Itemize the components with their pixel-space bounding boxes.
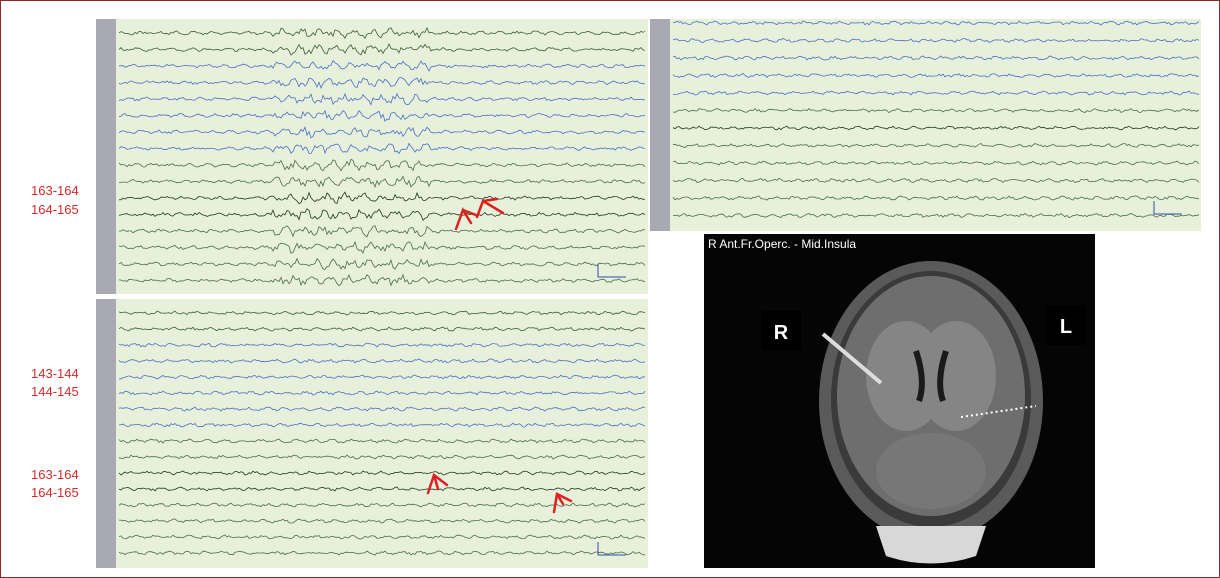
eeg-trace [118,109,646,122]
brain-hemisphere [916,321,996,431]
channel-column [650,19,670,231]
eeg-trace [118,454,646,460]
eeg-trace [118,550,646,556]
eeg-trace [118,26,646,40]
skull-base [876,526,986,564]
channel-label: 164-165 [31,485,79,500]
eeg-panel [96,19,648,294]
eeg-trace [672,125,1200,131]
eeg-trace [672,195,1200,201]
eeg-trace [672,212,1200,219]
cerebellum [876,433,986,509]
mri-title: R Ant.Fr.Operc. - Mid.Insula [708,237,856,251]
eeg-trace [118,374,646,380]
eeg-panel [650,19,1201,231]
channel-label: 164-165 [31,202,79,217]
scale-bar [1153,201,1182,215]
electrode [821,332,883,385]
eeg-trace [118,342,646,348]
eeg-trace [118,126,646,139]
eeg-trace [672,55,1200,61]
eeg-trace [118,43,646,56]
eeg-trace [118,175,646,189]
eeg-trace [118,406,645,412]
eeg-trace [118,240,646,254]
channel-label: 143-144 [31,366,79,381]
eeg-trace [672,143,1200,148]
channel-column [96,299,116,568]
eeg-trace [118,486,646,492]
eeg-trace [118,257,646,270]
channel-label: 163-164 [31,467,79,482]
eeg-trace [672,160,1200,166]
eeg-trace [118,534,646,540]
eeg-trace [118,191,646,205]
eeg-trace [118,502,646,508]
label-box [1046,305,1086,345]
eeg-trace [672,20,1200,26]
eeg-trace [672,177,1200,184]
eeg-trace [118,273,646,287]
eeg-trace [672,90,1200,96]
eeg-trace [119,518,646,524]
eeg-trace [118,76,646,90]
eeg-trace [672,73,1200,79]
arrow [454,207,478,231]
channel-label: 163-164 [31,183,79,198]
eeg-trace [118,470,646,476]
scale-bar [597,542,626,556]
label-box [761,311,801,351]
eeg-trace [118,422,646,428]
eeg-panel [96,299,648,568]
channel-label: 144-145 [31,384,79,399]
scale-bars [597,201,1182,556]
eeg-trace [118,59,646,72]
eeg-trace [118,438,646,444]
eeg-trace [118,225,646,238]
eeg-trace [118,358,646,364]
scale-bar [597,264,626,278]
eeg-trace [118,158,646,172]
eeg-traces [118,20,1200,556]
channel-column [96,19,116,294]
eeg-trace [672,38,1200,44]
side-label: R [774,322,789,344]
arrows [426,197,573,514]
arrow [475,197,505,219]
side-label: L [1060,316,1072,338]
ventricles [913,350,949,402]
eeg-trace [118,310,646,316]
eeg-trace [118,92,646,106]
eeg-trace [118,326,646,332]
arrow [552,492,573,514]
eeg-trace [118,142,646,155]
eeg-trace [118,390,646,396]
arrow [426,472,449,495]
eeg-trace [672,107,1200,114]
eeg-trace [118,208,646,222]
